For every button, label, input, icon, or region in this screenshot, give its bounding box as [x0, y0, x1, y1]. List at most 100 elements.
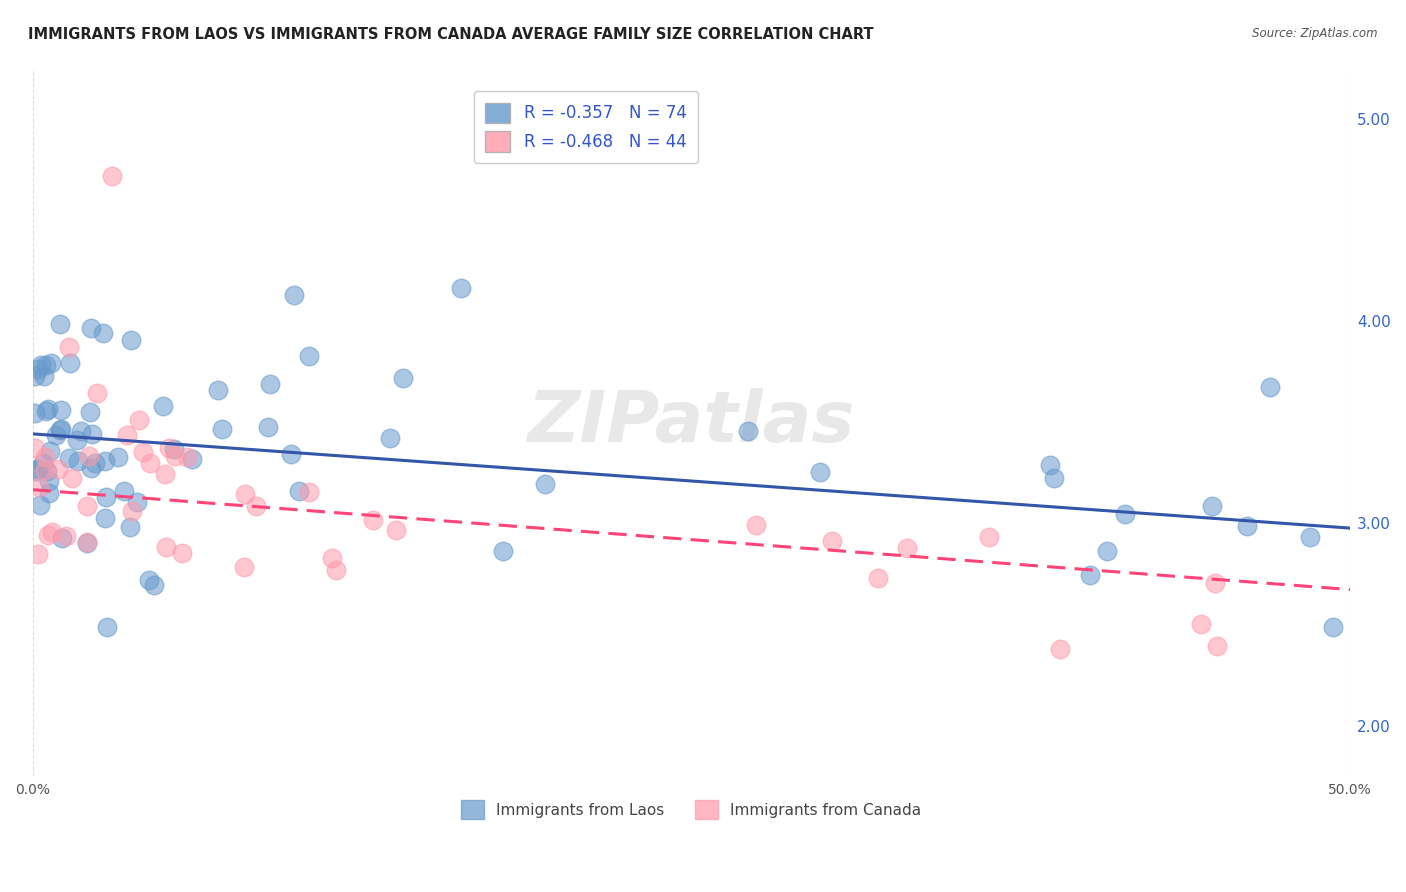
- Immigrants from Canada: [128, 413, 150, 427]
- Immigrants from Laos: [35, 404, 58, 418]
- Immigrants from Laos: [280, 447, 302, 461]
- Immigrants from Laos: [118, 519, 141, 533]
- Immigrants from Laos: [51, 531, 73, 545]
- Immigrants from Laos: [491, 544, 513, 558]
- Immigrants from Laos: [93, 326, 115, 340]
- Immigrants from Canada: [744, 518, 766, 533]
- Immigrants from Laos: [69, 424, 91, 438]
- Immigrants from Canada: [28, 480, 51, 494]
- Immigrants from Canada: [46, 462, 69, 476]
- Immigrants from Canada: [115, 427, 138, 442]
- Immigrants from Laos: [66, 433, 89, 447]
- Immigrants from Laos: [67, 453, 90, 467]
- Immigrants from Canada: [27, 547, 49, 561]
- Immigrants from Canada: [139, 457, 162, 471]
- Immigrants from Canada: [163, 449, 186, 463]
- Immigrants from Laos: [38, 485, 60, 500]
- Immigrants from Laos: [152, 400, 174, 414]
- Immigrants from Laos: [82, 426, 104, 441]
- Immigrants from Laos: [1260, 380, 1282, 394]
- Immigrants from Laos: [38, 475, 60, 489]
- Immigrants from Laos: [80, 320, 103, 334]
- Immigrants from Canada: [24, 441, 46, 455]
- Immigrants from Canada: [235, 487, 257, 501]
- Immigrants from Laos: [737, 424, 759, 438]
- Immigrants from Laos: [27, 361, 49, 376]
- Immigrants from Canada: [820, 533, 842, 548]
- Immigrants from Canada: [121, 504, 143, 518]
- Immigrants from Laos: [48, 317, 70, 331]
- Immigrants from Laos: [45, 428, 67, 442]
- Immigrants from Canada: [321, 551, 343, 566]
- Immigrants from Laos: [1236, 519, 1258, 533]
- Immigrants from Canada: [868, 571, 890, 585]
- Immigrants from Canada: [298, 485, 321, 500]
- Immigrants from Laos: [112, 483, 135, 498]
- Immigrants from Laos: [58, 450, 80, 465]
- Immigrants from Laos: [1299, 530, 1322, 544]
- Immigrants from Laos: [59, 355, 82, 369]
- Immigrants from Laos: [1039, 458, 1062, 472]
- Immigrants from Canada: [170, 546, 193, 560]
- Immigrants from Laos: [25, 464, 48, 478]
- Immigrants from Laos: [28, 499, 51, 513]
- Immigrants from Laos: [163, 442, 186, 457]
- Immigrants from Laos: [143, 578, 166, 592]
- Immigrants from Laos: [79, 405, 101, 419]
- Immigrants from Laos: [1043, 471, 1066, 485]
- Immigrants from Laos: [283, 288, 305, 302]
- Immigrants from Laos: [76, 535, 98, 549]
- Immigrants from Laos: [125, 494, 148, 508]
- Immigrants from Laos: [1322, 620, 1344, 634]
- Immigrants from Laos: [37, 402, 59, 417]
- Immigrants from Laos: [24, 406, 46, 420]
- Immigrants from Laos: [25, 461, 48, 475]
- Immigrants from Laos: [211, 422, 233, 436]
- Immigrants from Laos: [37, 464, 59, 478]
- Immigrants from Laos: [207, 384, 229, 398]
- Immigrants from Laos: [259, 377, 281, 392]
- Immigrants from Laos: [84, 456, 107, 470]
- Immigrants from Laos: [1078, 567, 1101, 582]
- Immigrants from Laos: [39, 443, 62, 458]
- Immigrants from Canada: [60, 471, 83, 485]
- Immigrants from Canada: [37, 527, 59, 541]
- Immigrants from Laos: [107, 450, 129, 464]
- Immigrants from Canada: [132, 445, 155, 459]
- Immigrants from Canada: [34, 463, 56, 477]
- Immigrants from Laos: [180, 451, 202, 466]
- Immigrants from Laos: [450, 281, 472, 295]
- Immigrants from Laos: [120, 333, 142, 347]
- Text: IMMIGRANTS FROM LAOS VS IMMIGRANTS FROM CANADA AVERAGE FAMILY SIZE CORRELATION C: IMMIGRANTS FROM LAOS VS IMMIGRANTS FROM …: [28, 27, 873, 42]
- Immigrants from Canada: [76, 534, 98, 549]
- Immigrants from Canada: [977, 530, 1000, 544]
- Text: Source: ZipAtlas.com: Source: ZipAtlas.com: [1253, 27, 1378, 40]
- Immigrants from Laos: [30, 358, 52, 372]
- Immigrants from Laos: [391, 371, 413, 385]
- Immigrants from Canada: [361, 513, 384, 527]
- Immigrants from Laos: [138, 573, 160, 587]
- Immigrants from Canada: [77, 449, 100, 463]
- Immigrants from Laos: [1201, 499, 1223, 513]
- Immigrants from Canada: [155, 540, 177, 554]
- Immigrants from Canada: [176, 450, 198, 465]
- Immigrants from Canada: [34, 450, 56, 464]
- Immigrants from Canada: [41, 524, 63, 539]
- Legend: Immigrants from Laos, Immigrants from Canada: Immigrants from Laos, Immigrants from Ca…: [456, 794, 928, 825]
- Immigrants from Canada: [55, 529, 77, 543]
- Immigrants from Laos: [34, 368, 56, 383]
- Immigrants from Canada: [233, 560, 256, 574]
- Immigrants from Canada: [1189, 616, 1212, 631]
- Immigrants from Laos: [31, 456, 53, 470]
- Immigrants from Laos: [96, 490, 118, 504]
- Immigrants from Canada: [86, 385, 108, 400]
- Immigrants from Canada: [153, 467, 176, 481]
- Immigrants from Canada: [1204, 576, 1226, 591]
- Immigrants from Canada: [157, 442, 180, 456]
- Immigrants from Laos: [1095, 544, 1118, 558]
- Immigrants from Laos: [288, 483, 311, 498]
- Immigrants from Laos: [378, 431, 401, 445]
- Immigrants from Laos: [93, 454, 115, 468]
- Immigrants from Laos: [96, 620, 118, 634]
- Immigrants from Laos: [533, 477, 555, 491]
